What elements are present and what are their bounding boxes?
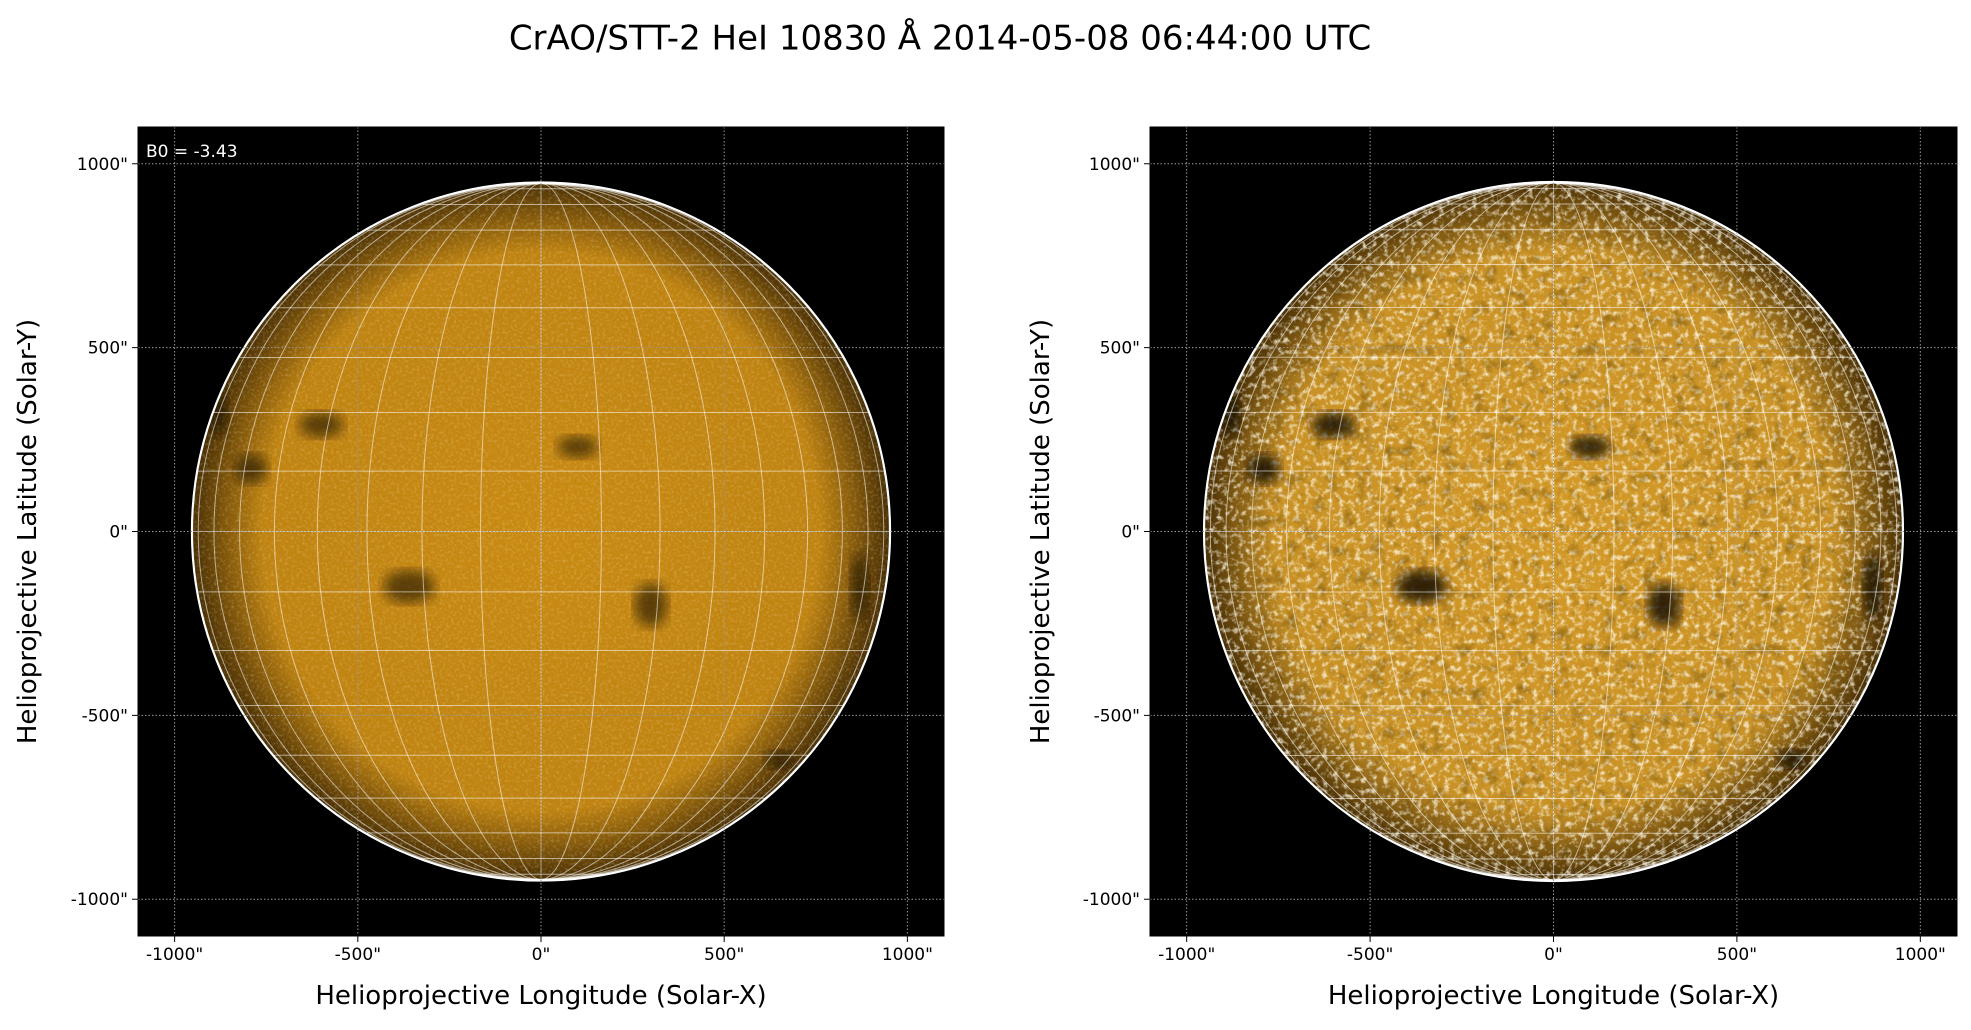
y-tick-label: 1000"	[77, 155, 128, 175]
annotation: B0 = -3.43	[146, 142, 238, 162]
filament	[557, 435, 598, 458]
x-tick-label: 1000"	[1895, 945, 1946, 965]
axes-frame	[1149, 126, 1958, 937]
filament	[1311, 412, 1356, 438]
filament	[634, 583, 668, 628]
y-tick-label: -500"	[1094, 706, 1140, 726]
y-tick-label: -1000"	[71, 890, 128, 910]
heliographic-longitude	[480, 182, 542, 881]
heliographic-longitude	[1553, 182, 1821, 881]
x-tick-label: -1000"	[146, 945, 203, 965]
x-tick-label: -500"	[335, 945, 381, 965]
y-axis-label: Helioprojective Latitude (Solar-Y)	[1026, 319, 1056, 744]
y-axis-label: Helioprojective Latitude (Solar-Y)	[13, 319, 43, 744]
heliographic-longitude	[273, 182, 542, 881]
y-tick-label: 0"	[109, 523, 128, 543]
x-tick-label: -500"	[1347, 945, 1393, 965]
y-tick-label: -1000"	[1083, 890, 1140, 910]
filament	[1395, 570, 1448, 604]
x-axis-label: Helioprojective Longitude (Solar-X)	[315, 981, 766, 1011]
figure-title: CrAO/STT-2 HeI 10830 Å 2014-05-08 06:44:…	[509, 18, 1371, 59]
heliographic-longitude	[1553, 182, 1856, 881]
heliographic-longitude	[1553, 182, 1615, 881]
y-tick-label: -500"	[82, 706, 128, 726]
x-tick-label: -1000"	[1158, 945, 1215, 965]
filament	[235, 454, 269, 484]
x-tick-label: 500"	[704, 945, 744, 965]
filament	[299, 412, 344, 438]
panel: -1000" -500" 0" 500" 1000" -1000" -500" 0" 500" 1…	[1026, 126, 1958, 1011]
filament	[1570, 435, 1611, 458]
y-tick-label: 500"	[88, 339, 128, 359]
heliographic-longitude	[1225, 182, 1554, 881]
y-tick-label: 500"	[1100, 339, 1140, 359]
y-tick-label: 0"	[1121, 523, 1140, 543]
panel: -1000" -500" 0" 500" 1000" -1000" -500" 0" 500" 1…	[13, 126, 945, 1011]
heliographic-longitude	[540, 182, 869, 881]
filament	[1647, 583, 1681, 628]
x-tick-label: 1000"	[882, 945, 933, 965]
filament	[1863, 553, 1882, 620]
axes-frame	[137, 126, 945, 937]
y-tick-label: 1000"	[1089, 155, 1140, 175]
x-tick-label: 0"	[532, 945, 551, 965]
filament	[383, 570, 435, 604]
heliographic-longitude	[213, 182, 542, 881]
filament	[1247, 454, 1281, 484]
x-axis-label: Helioprojective Longitude (Solar-X)	[1328, 981, 1779, 1011]
heliographic-longitude	[1553, 182, 1882, 881]
heliographic-longitude	[366, 182, 542, 881]
x-tick-label: 0"	[1544, 945, 1563, 965]
heliographic-longitude	[540, 182, 716, 881]
heliographic-longitude	[1378, 182, 1554, 881]
x-tick-label: 500"	[1717, 945, 1757, 965]
filament	[850, 553, 869, 620]
